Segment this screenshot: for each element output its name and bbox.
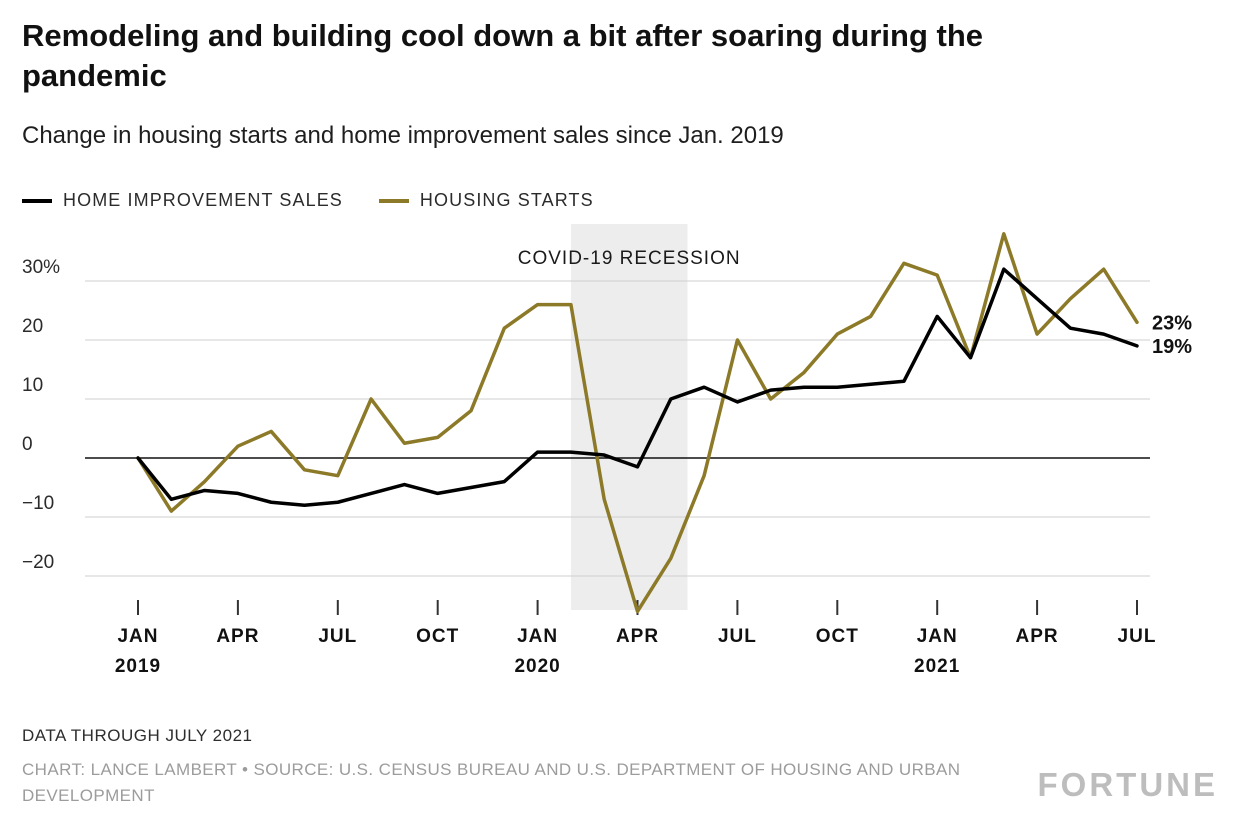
legend-label-home-improvement: HOME IMPROVEMENT SALES	[63, 190, 343, 210]
y-axis-label: 30%	[22, 257, 60, 278]
x-axis-month-label: JAN	[117, 626, 158, 647]
x-axis-year-label: 2019	[115, 656, 161, 677]
x-axis-month-label: JAN	[917, 626, 958, 647]
page-title: Remodeling and building cool down a bit …	[22, 18, 983, 94]
fortune-logo: FORTUNE	[1037, 766, 1218, 803]
x-axis-year-label: 2020	[514, 656, 560, 677]
legend-item-housing-starts: HOUSING STARTS	[378, 190, 594, 211]
x-axis-month-label: APR	[616, 626, 659, 647]
legend-swatch-home-improvement-icon	[22, 198, 52, 203]
y-axis-label: 20	[22, 316, 43, 337]
data-through-note: DATA THROUGH JULY 2021	[22, 726, 253, 745]
legend: HOME IMPROVEMENT SALES HOUSING STARTS	[22, 190, 594, 211]
x-axis-month-label: JUL	[318, 626, 357, 647]
x-axis-month-label: OCT	[816, 626, 859, 647]
legend-swatch-housing-starts-icon	[378, 198, 409, 203]
x-axis-month-label: APR	[216, 626, 259, 647]
y-axis-label: −10	[22, 493, 54, 514]
x-axis-month-label: OCT	[416, 626, 459, 647]
x-axis-year-label: 2021	[914, 656, 960, 677]
y-axis-label: 10	[22, 375, 43, 396]
legend-label-housing-starts: HOUSING STARTS	[419, 190, 594, 210]
chart-area: 30% 20 10 0 −10 −20 JAN 2019 APR JUL OCT JAN 2020 APR…	[0, 218, 1240, 693]
y-axis-label: −20	[22, 552, 54, 573]
legend-item-home-improvement: HOME IMPROVEMENT SALES	[22, 190, 343, 211]
end-value-label-housing-starts: 23%	[1152, 312, 1192, 334]
x-axis-month-label: APR	[1016, 626, 1059, 647]
x-axis-month-label: JUL	[718, 626, 757, 647]
series-line-home-improvement-sales	[136, 267, 1139, 507]
x-axis-month-label: JAN	[517, 626, 558, 647]
line-chart-svg: 30% 20 10 0 −10 −20 JAN 2019 APR JUL OCT JAN 2020 APR…	[22, 224, 1192, 677]
page-subtitle: Change in housing starts and home improv…	[22, 122, 784, 149]
y-axis-label: 0	[22, 434, 33, 455]
covid-recession-label: COVID-19 RECESSION	[518, 248, 741, 269]
end-value-label-home-improvement-sales: 19%	[1152, 336, 1192, 358]
credit-line: CHART: LANCE LAMBERT • SOURCE: U.S. CENS…	[22, 760, 961, 805]
x-axis-month-label: JUL	[1118, 626, 1157, 647]
